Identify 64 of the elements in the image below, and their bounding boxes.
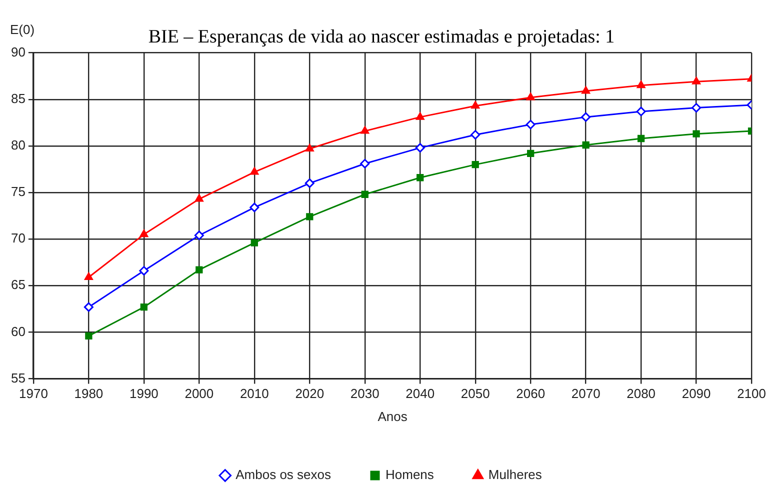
point xyxy=(636,80,646,88)
y-tick-label: 80 xyxy=(10,138,26,153)
point xyxy=(250,202,260,212)
point xyxy=(360,126,370,134)
point xyxy=(472,160,479,168)
x-tick-label: 2090 xyxy=(682,386,711,402)
point xyxy=(306,213,314,220)
x-tick-label: 2040 xyxy=(406,386,435,402)
y-tick-label: 65 xyxy=(10,277,26,292)
point xyxy=(470,130,480,140)
y-tick-label: 60 xyxy=(10,324,26,339)
x-tick-label: 1970 xyxy=(19,386,48,402)
point xyxy=(84,272,93,280)
point xyxy=(526,92,535,100)
point xyxy=(582,141,590,149)
point xyxy=(305,144,314,152)
point xyxy=(526,120,536,130)
x-tick-label: 1990 xyxy=(129,386,158,402)
x-tick-label: 2020 xyxy=(295,386,324,402)
point xyxy=(304,178,314,188)
point xyxy=(415,143,425,153)
y-tick-label: 75 xyxy=(10,184,26,200)
x-tick-label: 2010 xyxy=(240,386,269,402)
point xyxy=(361,190,368,198)
point xyxy=(637,134,645,142)
point xyxy=(636,106,646,116)
x-axis-title: Anos xyxy=(378,408,408,424)
legend-label: Homens xyxy=(386,467,434,482)
point xyxy=(416,112,424,120)
point xyxy=(85,332,92,340)
point xyxy=(139,266,149,276)
x-tick-label: 2080 xyxy=(626,386,656,402)
point xyxy=(471,101,480,109)
y-tick-label: 55 xyxy=(10,370,26,386)
legend-label: Ambos os sexos xyxy=(236,467,332,482)
point xyxy=(581,112,591,122)
point xyxy=(527,150,534,157)
point xyxy=(194,230,204,240)
point xyxy=(692,76,701,84)
x-tick-label: 2070 xyxy=(571,386,600,402)
x-tick-label: 2060 xyxy=(516,386,546,402)
x-tick-label: 2100 xyxy=(737,386,766,402)
x-tick-label: 2000 xyxy=(184,386,214,402)
chart-title: BIE – Esperanças de vida ao nascer estimadas e projetadas: 1 xyxy=(148,26,615,48)
x-tick-label: 2050 xyxy=(460,386,490,402)
x-tick-label: 1980 xyxy=(74,386,104,402)
y-tick-label: 90 xyxy=(10,44,26,60)
point xyxy=(194,194,204,202)
x-tick-label: 2030 xyxy=(350,386,380,402)
point xyxy=(196,266,203,274)
point xyxy=(692,130,700,138)
point xyxy=(250,239,258,246)
point xyxy=(360,158,370,168)
y-axis-title: E(0) xyxy=(10,22,35,37)
y-tick-label: 85 xyxy=(10,90,26,106)
point xyxy=(140,304,148,311)
point xyxy=(250,167,259,175)
legend-label: Mulheres xyxy=(488,467,542,482)
point xyxy=(84,302,94,312)
y-tick-label: 70 xyxy=(10,230,26,246)
point xyxy=(692,103,702,113)
point xyxy=(416,174,424,182)
point xyxy=(582,86,590,94)
point xyxy=(140,230,148,238)
